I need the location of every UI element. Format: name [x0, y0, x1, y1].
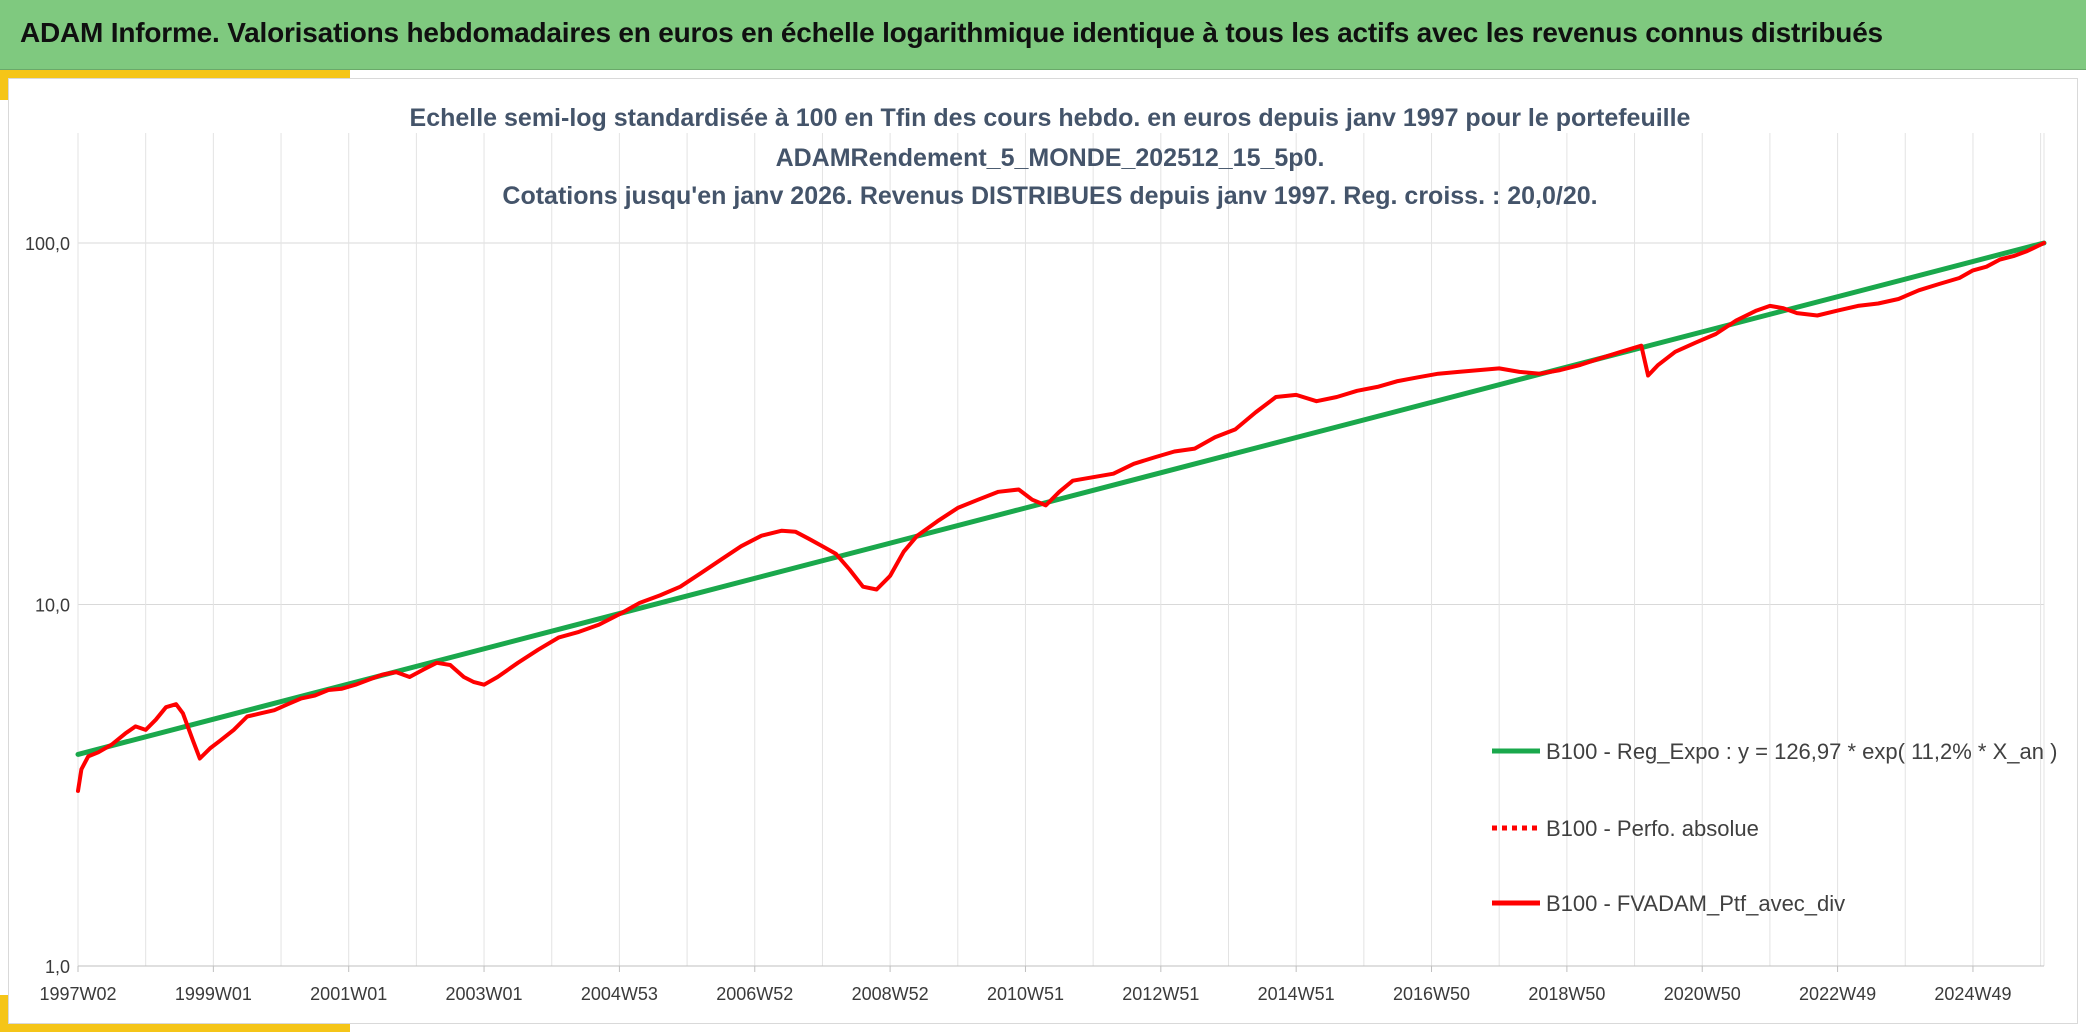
banner-title: ADAM Informe. Valorisations hebdomadaire… — [20, 17, 1883, 48]
x-tick-label: 2024W49 — [1934, 984, 2011, 1004]
accent-top-bar — [0, 70, 350, 78]
x-tick-label: 2004W53 — [581, 984, 658, 1004]
x-tick-label: 2010W51 — [987, 984, 1064, 1004]
chart-title-line-2: ADAMRendement_5_MONDE_202512_15_5p0. — [776, 144, 1325, 172]
y-axis-ticks: 1,0 10,0 100,0 — [25, 234, 70, 977]
chart-frame — [8, 78, 2078, 1024]
header-banner: ADAM Informe. Valorisations hebdomadaire… — [0, 0, 2086, 70]
accent-bottom-bar — [0, 1024, 350, 1032]
legend-label-portfolio: B100 - FVADAM_Ptf_avec_div — [1546, 891, 1845, 916]
x-tick-label: 1997W02 — [39, 984, 116, 1004]
regression-line — [75, 240, 2047, 757]
y-tick-label: 100,0 — [25, 234, 70, 254]
chart-title: Echelle semi-log standardisée à 100 en T… — [410, 104, 1691, 210]
chart-title-line-1: Echelle semi-log standardisée à 100 en T… — [410, 104, 1691, 132]
x-tick-label: 2006W52 — [716, 984, 793, 1004]
x-tick-label: 2020W50 — [1664, 984, 1741, 1004]
legend: B100 - Reg_Expo : y = 126,97 * exp( 11,2… — [1492, 739, 2057, 916]
x-tick-label: 2008W52 — [852, 984, 929, 1004]
x-tick-label: 2018W50 — [1528, 984, 1605, 1004]
y-tick-label: 10,0 — [35, 596, 70, 616]
x-tick-label: 2022W49 — [1799, 984, 1876, 1004]
legend-label-perfo-absolue: B100 - Perfo. absolue — [1546, 816, 1759, 841]
x-axis-ticks: 1997W02 1999W01 2001W01 2003W01 2004W53 2006W… — [39, 965, 2044, 1004]
y-tick-label: 1,0 — [45, 957, 70, 977]
grid — [77, 133, 2045, 967]
x-tick-label: 1999W01 — [175, 984, 252, 1004]
accent-bottom-side — [0, 995, 8, 1032]
x-tick-label: 2016W50 — [1393, 984, 1470, 1004]
x-tick-label: 2014W51 — [1258, 984, 1335, 1004]
x-tick-label: 2001W01 — [310, 984, 387, 1004]
x-tick-label: 2012W51 — [1122, 984, 1199, 1004]
chart-title-line-3: Cotations jusqu'en janv 2026. Revenus DI… — [502, 182, 1597, 210]
plot-area — [75, 240, 2047, 793]
portfolio-line — [76, 241, 2046, 793]
legend-label-regression: B100 - Reg_Expo : y = 126,97 * exp( 11,2… — [1546, 739, 2057, 764]
x-tick-label: 2003W01 — [446, 984, 523, 1004]
accent-top-side — [0, 70, 8, 100]
